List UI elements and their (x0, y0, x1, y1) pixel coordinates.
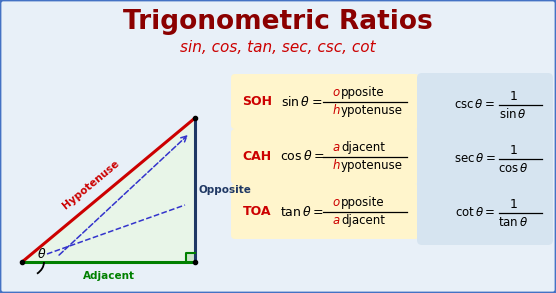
Text: ypotenuse: ypotenuse (341, 104, 403, 117)
Text: Hypotenuse: Hypotenuse (60, 159, 121, 211)
Text: sin, cos, tan, sec, csc, cot: sin, cos, tan, sec, csc, cot (180, 40, 376, 55)
Text: $\tan\theta =$: $\tan\theta =$ (280, 205, 324, 219)
Text: $\cos\theta =$: $\cos\theta =$ (280, 149, 324, 163)
Text: TOA: TOA (243, 205, 271, 218)
Text: h: h (332, 104, 340, 117)
Text: $\sin\theta =$: $\sin\theta =$ (281, 95, 322, 108)
FancyBboxPatch shape (231, 74, 419, 129)
Text: o: o (332, 86, 340, 99)
Text: a: a (332, 214, 340, 227)
Text: Opposite: Opposite (198, 185, 251, 195)
Text: pposite: pposite (341, 86, 385, 99)
Text: djacent: djacent (341, 141, 385, 154)
Text: $1$: $1$ (509, 144, 518, 156)
Text: $1$: $1$ (509, 89, 518, 103)
Text: djacent: djacent (341, 214, 385, 227)
Text: $\sin\theta$: $\sin\theta$ (499, 107, 527, 121)
Text: Adjacent: Adjacent (82, 271, 135, 281)
Text: $\theta$: $\theta$ (37, 247, 47, 261)
Text: $1$: $1$ (509, 197, 518, 210)
Text: CAH: CAH (242, 150, 271, 163)
FancyBboxPatch shape (417, 73, 553, 245)
Text: a: a (332, 141, 340, 154)
Text: $\cot\theta =$: $\cot\theta =$ (455, 207, 495, 219)
Text: $\cos\theta$: $\cos\theta$ (498, 161, 528, 175)
Text: h: h (332, 159, 340, 172)
Text: $\tan\theta$: $\tan\theta$ (498, 215, 528, 229)
Text: pposite: pposite (341, 196, 385, 209)
Text: $\csc\theta =$: $\csc\theta =$ (454, 98, 495, 112)
Text: ypotenuse: ypotenuse (341, 159, 403, 172)
Text: Trigonometric Ratios: Trigonometric Ratios (123, 9, 433, 35)
Polygon shape (22, 118, 195, 262)
FancyBboxPatch shape (231, 184, 419, 239)
FancyBboxPatch shape (231, 129, 419, 184)
Text: SOH: SOH (242, 95, 272, 108)
Text: $\sec\theta =$: $\sec\theta =$ (454, 152, 496, 166)
Text: o: o (332, 196, 340, 209)
Polygon shape (186, 253, 195, 262)
